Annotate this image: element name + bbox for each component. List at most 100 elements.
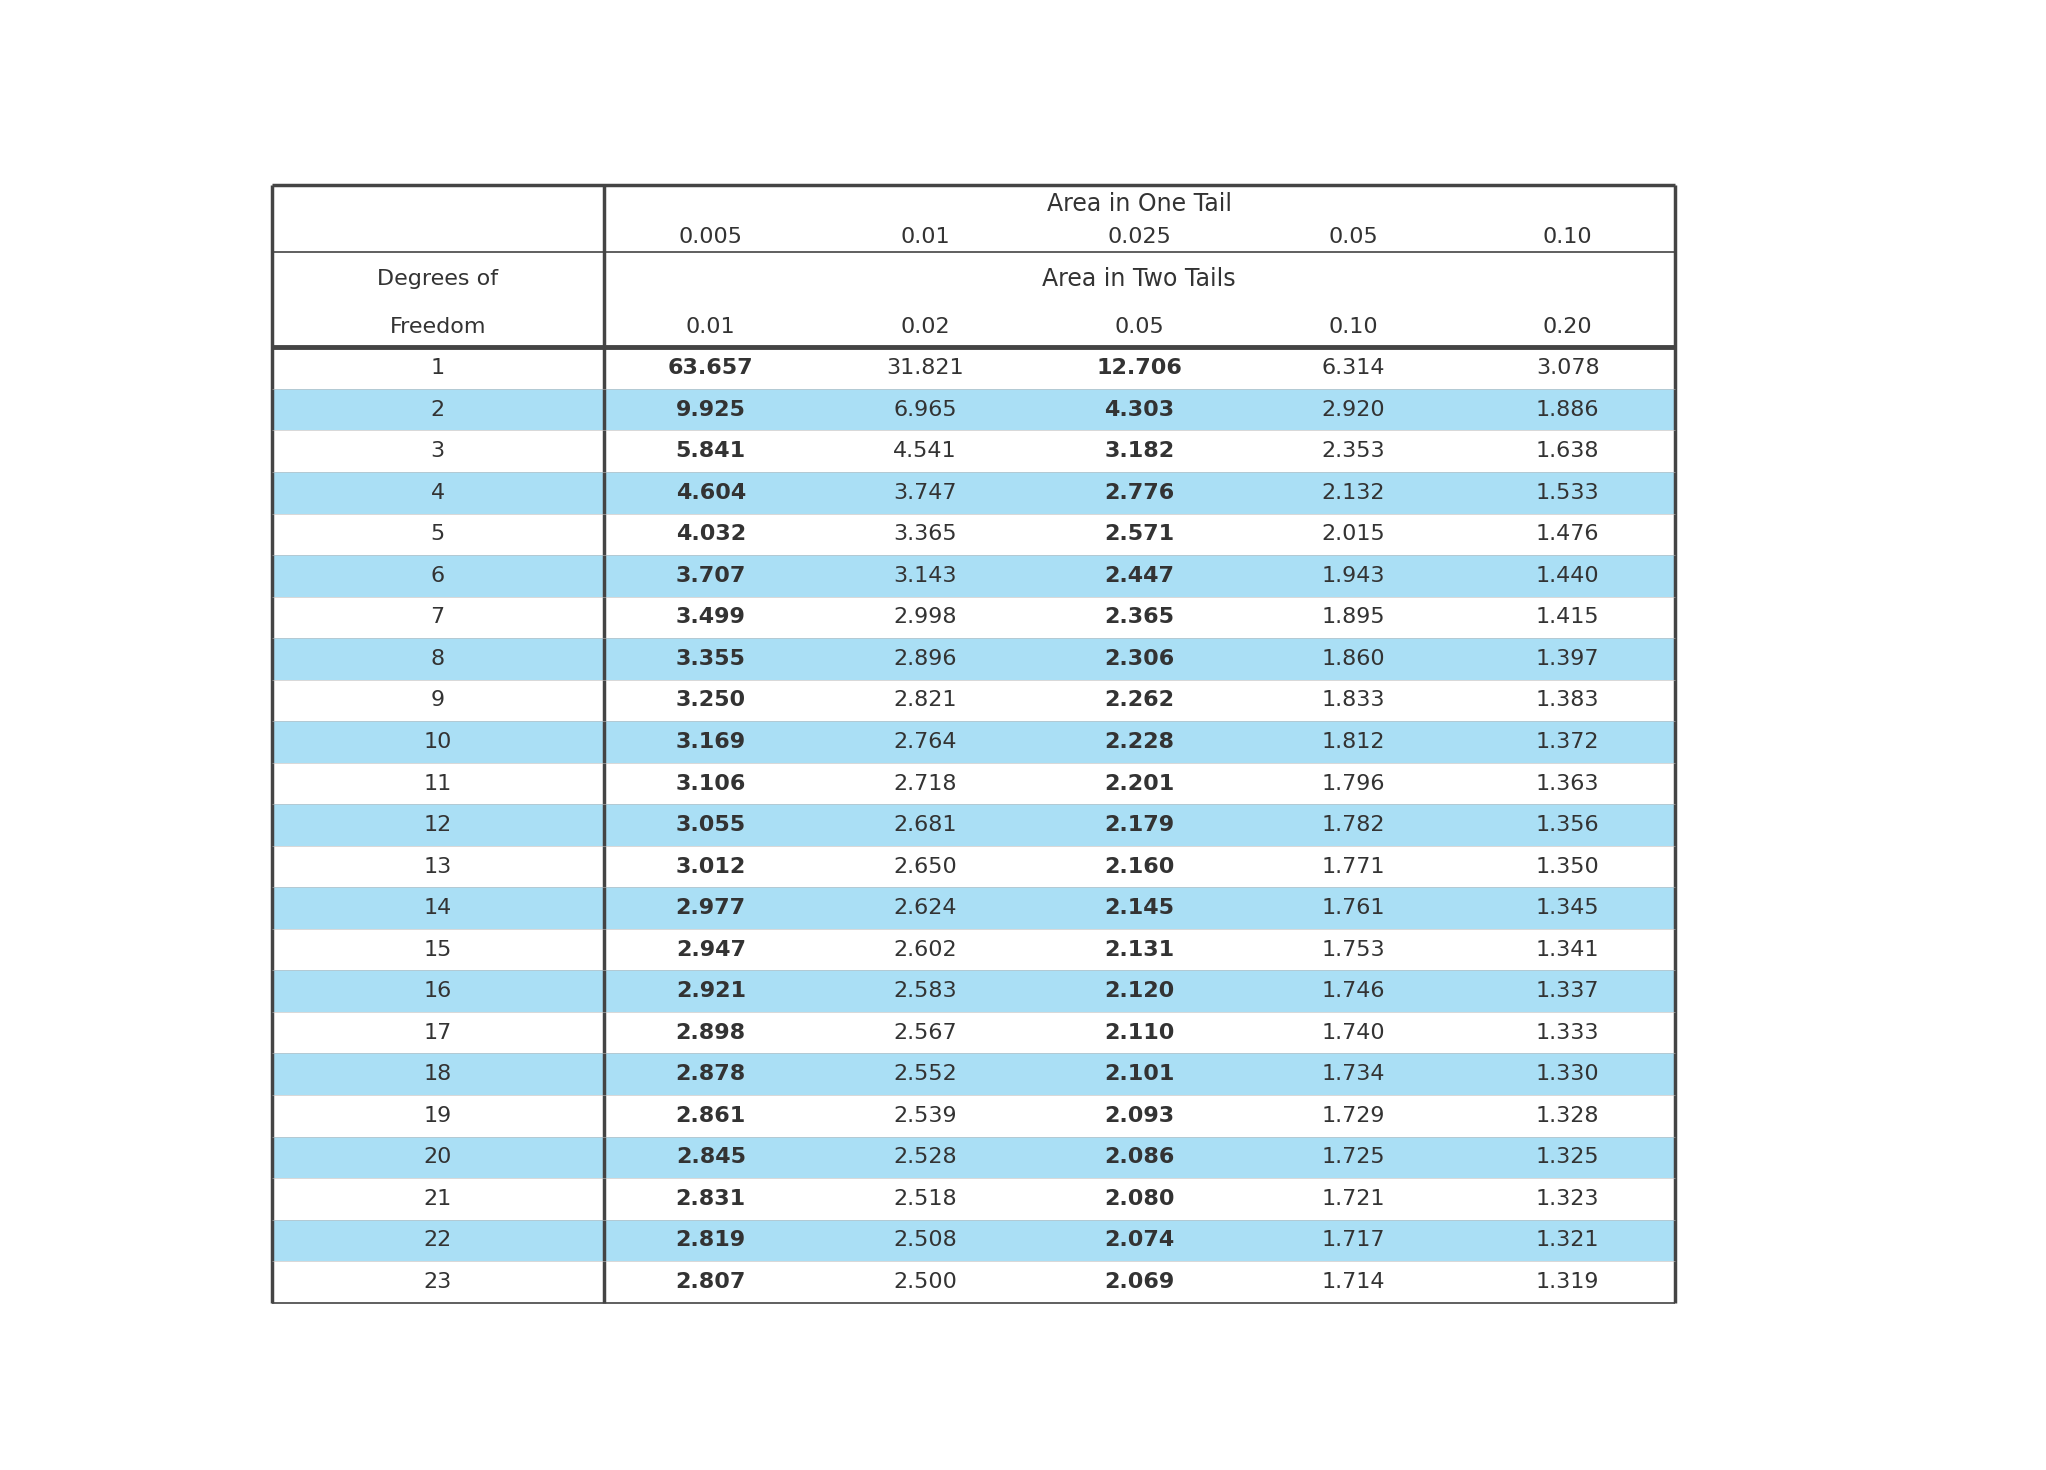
Text: 2.015: 2.015	[1322, 525, 1385, 544]
Text: 3.499: 3.499	[675, 607, 745, 628]
Text: 12: 12	[424, 814, 452, 835]
Text: 3.747: 3.747	[894, 482, 958, 503]
Text: 2.131: 2.131	[1105, 939, 1174, 960]
Text: 6: 6	[430, 566, 444, 587]
Text: 1.782: 1.782	[1322, 814, 1385, 835]
Text: 1.328: 1.328	[1537, 1105, 1600, 1126]
Text: 2.977: 2.977	[675, 898, 747, 919]
Text: 0.05: 0.05	[1115, 316, 1164, 337]
Text: Freedom: Freedom	[389, 316, 485, 337]
Text: 1.415: 1.415	[1537, 607, 1600, 628]
Text: 9.925: 9.925	[675, 400, 745, 420]
Text: 1.812: 1.812	[1322, 732, 1385, 753]
Text: 1.319: 1.319	[1537, 1272, 1600, 1292]
Text: 10: 10	[424, 732, 452, 753]
Text: 1.761: 1.761	[1322, 898, 1385, 919]
Text: 1.740: 1.740	[1322, 1023, 1385, 1042]
Text: 1.943: 1.943	[1322, 566, 1385, 587]
Text: 13: 13	[424, 857, 452, 876]
Text: 2.764: 2.764	[894, 732, 958, 753]
Text: 0.02: 0.02	[900, 316, 949, 337]
Text: 18: 18	[424, 1064, 452, 1085]
Bar	[272, 970, 1676, 1011]
Text: 2.718: 2.718	[894, 773, 958, 794]
Text: 2.602: 2.602	[894, 939, 958, 960]
Text: 19: 19	[424, 1105, 452, 1126]
Text: 1.440: 1.440	[1537, 566, 1600, 587]
Text: 1.796: 1.796	[1322, 773, 1385, 794]
Bar	[272, 804, 1676, 845]
Text: 4: 4	[430, 482, 444, 503]
Text: 2.447: 2.447	[1105, 566, 1174, 587]
Text: 3.143: 3.143	[894, 566, 958, 587]
Text: 2.228: 2.228	[1105, 732, 1174, 753]
Text: 2.145: 2.145	[1105, 898, 1174, 919]
Text: 2.179: 2.179	[1105, 814, 1174, 835]
Text: 2.776: 2.776	[1105, 482, 1174, 503]
Text: 5: 5	[430, 525, 444, 544]
Text: 3.182: 3.182	[1105, 441, 1174, 462]
Text: 0.10: 0.10	[1543, 226, 1592, 247]
Text: 3.250: 3.250	[675, 691, 747, 710]
Text: 23: 23	[424, 1272, 452, 1292]
Bar	[272, 888, 1676, 929]
Text: 1.321: 1.321	[1537, 1230, 1600, 1251]
Text: 1.383: 1.383	[1537, 691, 1600, 710]
Bar	[272, 472, 1676, 513]
Text: 4.541: 4.541	[894, 441, 958, 462]
Text: 3.078: 3.078	[1537, 359, 1600, 378]
Text: 21: 21	[424, 1189, 452, 1208]
Bar	[272, 763, 1676, 804]
Bar	[272, 638, 1676, 679]
Text: 0.01: 0.01	[685, 316, 737, 337]
Bar	[272, 929, 1676, 970]
Text: 1.725: 1.725	[1322, 1147, 1385, 1167]
Text: 6.314: 6.314	[1322, 359, 1385, 378]
Text: 3.169: 3.169	[675, 732, 747, 753]
Text: 2.353: 2.353	[1322, 441, 1385, 462]
Text: 2.681: 2.681	[894, 814, 958, 835]
Text: 2.583: 2.583	[894, 980, 958, 1001]
Text: 1.397: 1.397	[1537, 648, 1600, 669]
Text: 0.01: 0.01	[900, 226, 949, 247]
Text: 3.707: 3.707	[675, 566, 747, 587]
Text: 2.306: 2.306	[1105, 648, 1174, 669]
Text: 1.886: 1.886	[1537, 400, 1600, 420]
Text: 22: 22	[424, 1230, 452, 1251]
Text: 2.074: 2.074	[1105, 1230, 1174, 1251]
Text: 1.363: 1.363	[1537, 773, 1600, 794]
Text: 6.965: 6.965	[894, 400, 958, 420]
Text: 2.132: 2.132	[1322, 482, 1385, 503]
Text: 2.845: 2.845	[675, 1147, 747, 1167]
Text: 1.860: 1.860	[1322, 648, 1385, 669]
Text: 0.025: 0.025	[1107, 226, 1170, 247]
Text: 2.998: 2.998	[894, 607, 958, 628]
Text: 1.721: 1.721	[1322, 1189, 1385, 1208]
Text: 1.746: 1.746	[1322, 980, 1385, 1001]
Text: 1.345: 1.345	[1537, 898, 1600, 919]
Bar	[272, 1011, 1676, 1054]
Text: 2.539: 2.539	[894, 1105, 958, 1126]
Text: 2.518: 2.518	[894, 1189, 958, 1208]
Text: 5.841: 5.841	[675, 441, 747, 462]
Bar	[272, 390, 1676, 431]
Bar	[272, 347, 1676, 390]
Text: 2.819: 2.819	[675, 1230, 747, 1251]
Bar	[272, 1136, 1676, 1177]
Bar	[272, 722, 1676, 763]
Text: 2.120: 2.120	[1105, 980, 1174, 1001]
Text: 2.898: 2.898	[675, 1023, 747, 1042]
Text: Area in Two Tails: Area in Two Tails	[1043, 268, 1236, 291]
Text: 2.160: 2.160	[1105, 857, 1174, 876]
Text: 1.753: 1.753	[1322, 939, 1385, 960]
Text: 1.638: 1.638	[1537, 441, 1600, 462]
Text: 2.262: 2.262	[1105, 691, 1174, 710]
Bar	[272, 1054, 1676, 1095]
Text: 0.10: 0.10	[1328, 316, 1379, 337]
Text: 2.500: 2.500	[894, 1272, 958, 1292]
Text: 1.895: 1.895	[1322, 607, 1385, 628]
Text: 1.717: 1.717	[1322, 1230, 1385, 1251]
Bar	[272, 597, 1676, 638]
Text: 2.920: 2.920	[1322, 400, 1385, 420]
Text: 2.110: 2.110	[1105, 1023, 1174, 1042]
